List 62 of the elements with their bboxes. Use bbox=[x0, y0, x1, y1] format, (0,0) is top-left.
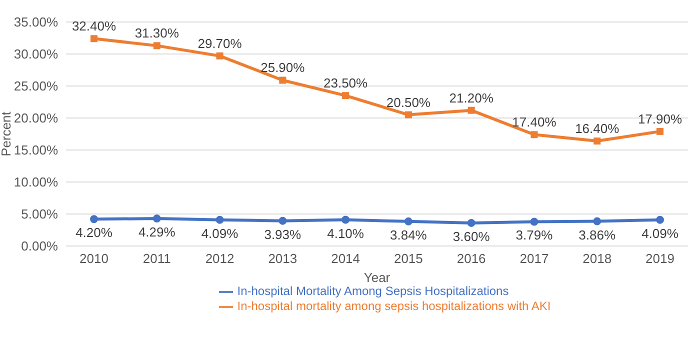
data-label: 17.90% bbox=[638, 111, 682, 126]
y-tick-label: 30.00% bbox=[14, 46, 58, 62]
data-label: 17.40% bbox=[512, 114, 557, 130]
data-label: 4.10% bbox=[327, 226, 364, 241]
data-label: 3.86% bbox=[578, 227, 616, 242]
point bbox=[530, 218, 538, 226]
y-tick-label: 10.00% bbox=[14, 174, 58, 190]
point bbox=[404, 111, 412, 118]
point bbox=[656, 128, 664, 135]
data-label: 4.09% bbox=[642, 226, 679, 241]
point bbox=[342, 216, 350, 224]
data-label: 31.30% bbox=[134, 26, 180, 41]
x-tick-label: 2014 bbox=[331, 251, 360, 266]
x-tick-label: 2015 bbox=[394, 251, 423, 266]
data-label: 4.20% bbox=[76, 225, 113, 240]
point bbox=[279, 76, 286, 84]
legend-label: In-hospital Mortality Among Sepsis Hospitalizations bbox=[237, 284, 509, 298]
data-label: 3.60% bbox=[452, 228, 490, 244]
x-tick-label: 2019 bbox=[646, 251, 674, 266]
x-tick-label: 2018 bbox=[582, 251, 612, 266]
point bbox=[152, 214, 161, 223]
point bbox=[216, 216, 224, 224]
data-label: 23.50% bbox=[324, 76, 368, 91]
point bbox=[530, 131, 538, 138]
point bbox=[216, 52, 224, 60]
data-label: 32.40% bbox=[72, 18, 116, 34]
x-tick-label: 2016 bbox=[456, 251, 486, 266]
data-label: 4.29% bbox=[138, 224, 176, 240]
data-label: 29.70% bbox=[198, 36, 242, 51]
data-label: 3.79% bbox=[516, 228, 554, 243]
point bbox=[404, 217, 412, 226]
y-tick-label: 0.00% bbox=[21, 238, 58, 254]
point bbox=[594, 138, 601, 145]
y-tick-label: 15.00% bbox=[14, 142, 58, 158]
point bbox=[153, 42, 160, 50]
x-tick-label: 2012 bbox=[205, 251, 234, 266]
y-tick-label: 5.00% bbox=[21, 206, 58, 222]
x-tick-label: 2010 bbox=[80, 251, 108, 266]
data-label: 21.20% bbox=[449, 90, 494, 106]
data-label: 3.84% bbox=[390, 227, 428, 242]
point bbox=[342, 92, 350, 100]
y-tick-label: 35.00% bbox=[14, 14, 58, 30]
x-axis-title: Year bbox=[364, 270, 391, 285]
data-label: 3.93% bbox=[264, 226, 302, 242]
y-tick-label: 20.00% bbox=[14, 110, 58, 126]
point bbox=[90, 35, 98, 42]
legend-label: In-hospital mortality among sepsis hospitalizations with AKI bbox=[237, 298, 551, 313]
data-label: 25.90% bbox=[260, 60, 306, 76]
y-tick-label: 25.00% bbox=[14, 78, 58, 94]
point bbox=[278, 216, 287, 225]
x-tick-label: 2011 bbox=[142, 251, 171, 266]
y-axis-title: Percent bbox=[0, 111, 14, 156]
point bbox=[468, 106, 475, 114]
data-label: 20.50% bbox=[386, 94, 431, 110]
data-label: 16.40% bbox=[575, 121, 620, 136]
point bbox=[90, 215, 98, 224]
data-label: 4.09% bbox=[201, 226, 239, 241]
point bbox=[467, 218, 476, 227]
point bbox=[593, 217, 602, 226]
point bbox=[656, 216, 664, 224]
x-tick-label: 2017 bbox=[520, 251, 549, 266]
x-tick-label: 2013 bbox=[268, 251, 298, 266]
